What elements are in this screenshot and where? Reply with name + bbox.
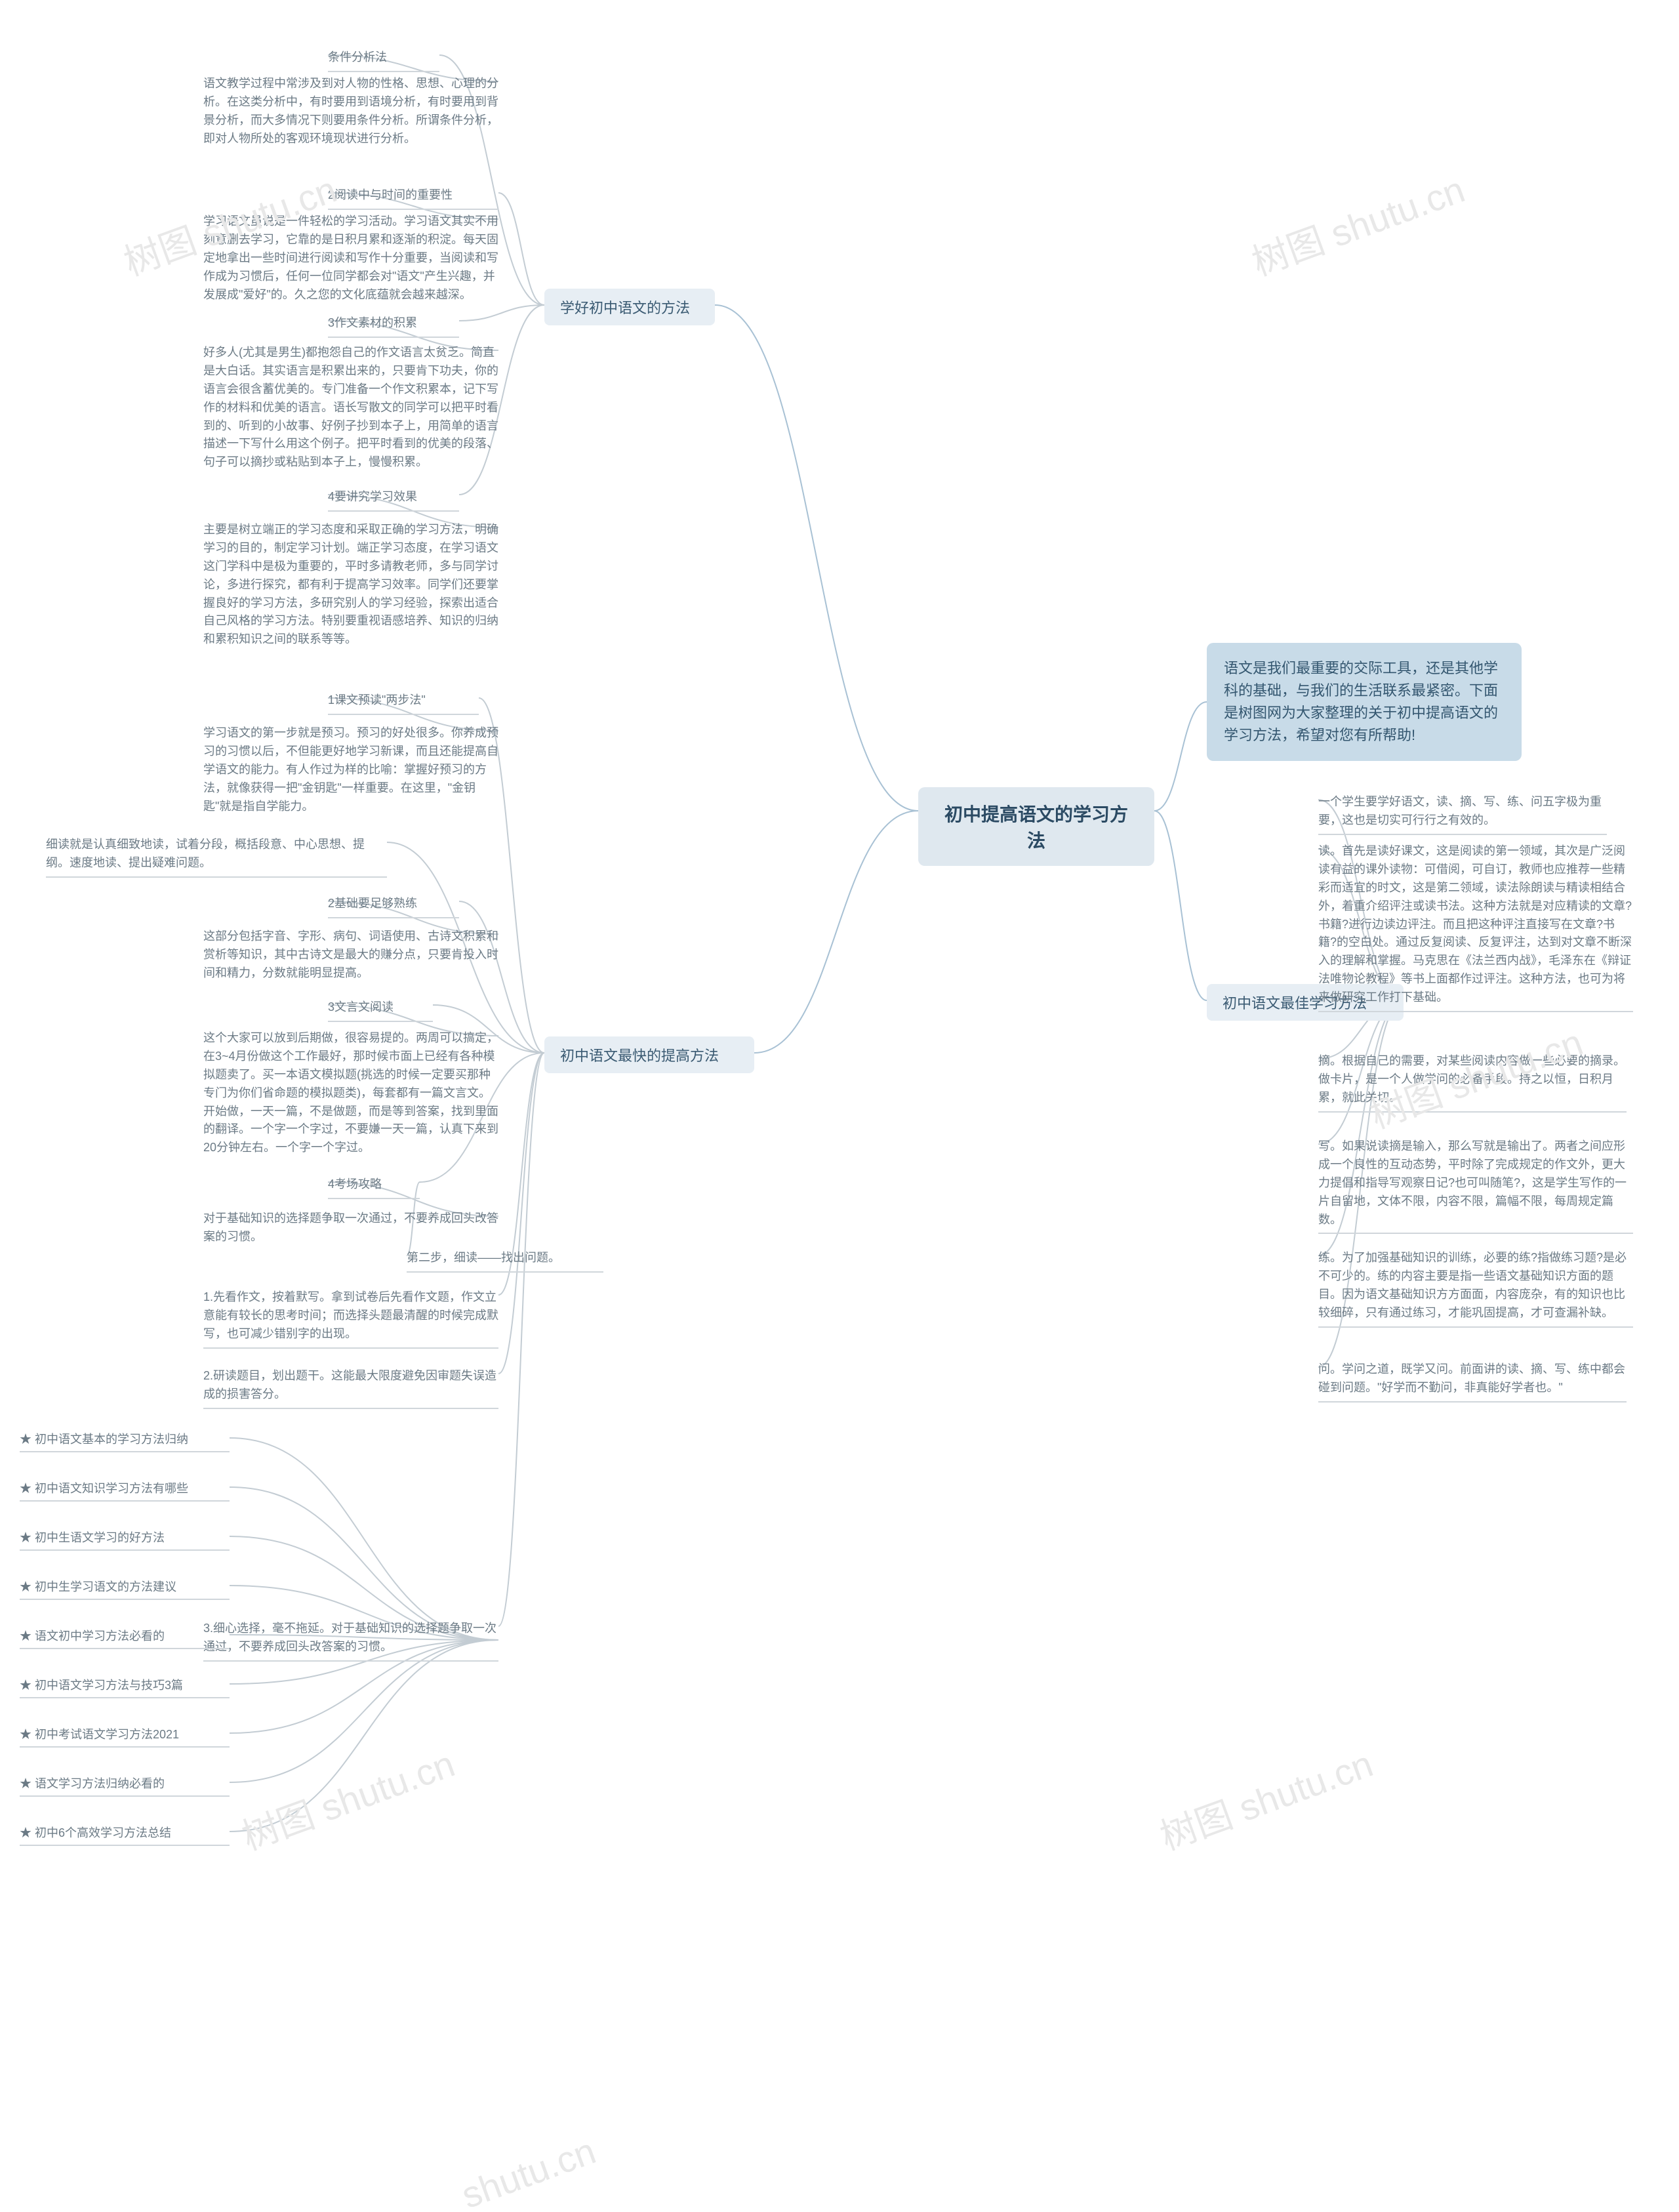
intro-node: 语文是我们最重要的交际工具，还是其他学科的基础，与我们的生活联系最紧密。下面是树… bbox=[1207, 643, 1522, 761]
leaf-node: 2.研读题目，划出题干。这能最大限度避免因审题失误造成的损害答分。 bbox=[203, 1364, 498, 1409]
leaf-node: 细读就是认真细致地读，试着分段，概括段意、中心思想、提纲。速度地读、提出疑难问题… bbox=[46, 833, 387, 878]
leaf-node: 写。如果说读摘是输入，那么写就是输出了。两者之间应形成一个良性的互动态势，平时除… bbox=[1318, 1135, 1633, 1234]
leaf-node: 1.先看作文，按着默写。拿到试卷后先看作文题，作文立意能有较长的思考时间；而选择… bbox=[203, 1286, 498, 1349]
leaf-node: 问。学问之道，既学又问。前面讲的读、摘、写、练中都会碰到问题。"好学而不勤问，非… bbox=[1318, 1358, 1627, 1403]
related-item[interactable]: ★ 初中语文知识学习方法有哪些 bbox=[20, 1479, 230, 1502]
related-item[interactable]: ★ 语文学习方法归纳必看的 bbox=[20, 1774, 230, 1797]
watermark: 树图 shutu.cn bbox=[1244, 160, 1471, 286]
related-item[interactable]: ★ 初中语文基本的学习方法归纳 bbox=[20, 1430, 230, 1452]
leaf-node: 2基础要足够熟练 bbox=[328, 892, 459, 918]
leaf-node: 4考场攻略 bbox=[328, 1173, 420, 1199]
leaf-node: 练。为了加强基础知识的训练，必要的练?指做练习题?是必不可少的。练的内容主要是指… bbox=[1318, 1246, 1633, 1328]
leaf-desc: 对于基础知识的选择题争取一次通过，不要养成回头改答案的习惯。 bbox=[203, 1207, 498, 1249]
leaf-desc: 语文教学过程中常涉及到对人物的性格、思想、心理的分析。在这类分析中，有时要用到语… bbox=[203, 72, 498, 151]
leaf-node: 3文言文阅读 bbox=[328, 996, 433, 1022]
leaf-desc: 主要是树立端正的学习态度和采取正确的学习方法，明确学习的目的，制定学习计划。端正… bbox=[203, 518, 498, 651]
watermark: 树图 shutu.cn bbox=[1152, 1734, 1379, 1860]
watermark: 树图 shutu.cn bbox=[233, 1734, 461, 1860]
branch-node-b1: 学好初中语文的方法 bbox=[544, 289, 715, 325]
leaf-node: 一个学生要学好语文，读、摘、写、练、问五字极为重要，这也是切实可行行之有效的。 bbox=[1318, 790, 1607, 835]
branch-node-b2: 初中语文最快的提高方法 bbox=[544, 1036, 754, 1073]
related-item[interactable]: ★ 初中6个高效学习方法总结 bbox=[20, 1824, 230, 1846]
leaf-node: 3.细心选择，毫不拖延。对于基础知识的选择题争取一次通过，不要养成回头改答案的习… bbox=[203, 1617, 498, 1662]
root-node: 初中提高语文的学习方法 bbox=[918, 787, 1154, 866]
related-item[interactable]: ★ 初中考试语文学习方法2021 bbox=[20, 1725, 230, 1748]
related-item[interactable]: ★ 初中语文学习方法与技巧3篇 bbox=[20, 1676, 230, 1698]
leaf-node: 2阅读中与时间的重要性 bbox=[328, 184, 498, 210]
watermark: shutu.cn bbox=[456, 2129, 601, 2212]
leaf-desc: 好多人(尤其是男生)都抱怨自己的作文语言太贫乏。简直是大白话。其实语言是积累出来… bbox=[203, 341, 498, 474]
leaf-sub: 第二步，细读——找出问题。 bbox=[407, 1246, 603, 1273]
related-item[interactable]: ★ 初中生学习语文的方法建议 bbox=[20, 1578, 230, 1600]
leaf-node: 读。首先是读好课文，这是阅读的第一领域，其次是广泛阅读有益的课外读物：可借阅，可… bbox=[1318, 840, 1633, 1012]
related-item[interactable]: ★ 初中生语文学习的好方法 bbox=[20, 1528, 230, 1551]
leaf-node: 3作文素材的积累 bbox=[328, 312, 459, 338]
leaf-desc: 这部分包括字音、字形、病句、词语使用、古诗文积累和赏析等知识，其中古诗文是最大的… bbox=[203, 925, 498, 985]
leaf-node: 条件分析法 bbox=[328, 46, 439, 72]
leaf-desc: 这个大家可以放到后期做，很容易提的。两周可以搞定，在3~4月份做这个工作最好，那… bbox=[203, 1027, 498, 1160]
leaf-node: 1课文预读"两步法" bbox=[328, 689, 479, 715]
leaf-desc: 学习语文的第一步就是预习。预习的好处很多。你养成预习的习惯以后，不但能更好地学习… bbox=[203, 722, 498, 818]
leaf-node: 4要讲究学习效果 bbox=[328, 485, 459, 512]
related-item[interactable]: ★ 语文初中学习方法必看的 bbox=[20, 1627, 230, 1649]
